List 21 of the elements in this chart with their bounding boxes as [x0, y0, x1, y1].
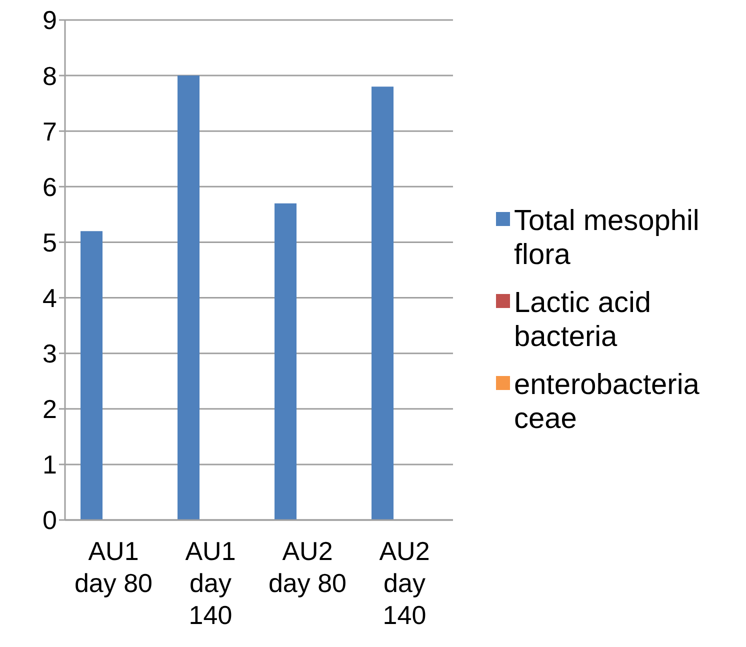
y-tick-label: 6: [42, 172, 57, 202]
y-tick-label: 8: [42, 60, 57, 91]
y-tick-label: 9: [42, 5, 57, 36]
y-tick-label: 0: [42, 505, 57, 536]
x-tick-label: AU2 day 80: [268, 536, 347, 598]
bar: [372, 86, 394, 520]
x-tick-label: AU1 day 140: [185, 536, 236, 630]
y-tick-label: 4: [42, 283, 57, 314]
y-tick-label: 1: [42, 450, 57, 480]
x-tick-label: AU1 day 80: [74, 536, 153, 598]
legend-label: Lactic acid bacteria: [514, 286, 652, 354]
bar: [274, 203, 297, 520]
y-tick-label: 2: [42, 394, 57, 424]
legend-label: Total mesophil flora: [514, 204, 700, 272]
bar: [80, 231, 103, 520]
y-tick-label: 3: [42, 338, 57, 369]
legend-label: enterobacteriaceae: [514, 368, 700, 436]
y-tick-label: 7: [42, 116, 57, 146]
bar: [178, 76, 200, 520]
y-tick-label: 5: [42, 227, 57, 258]
x-tick-label: AU2 day 140: [379, 536, 430, 630]
